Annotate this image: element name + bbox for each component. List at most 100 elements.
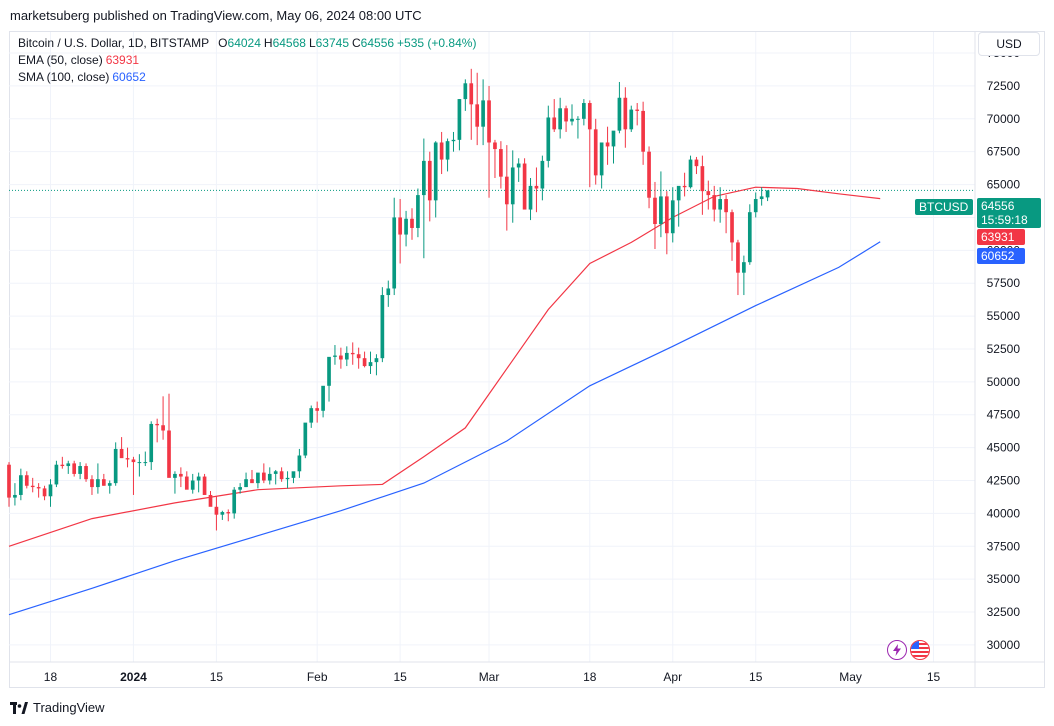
candle-body	[190, 480, 195, 490]
candle-body	[60, 464, 65, 467]
symbol-title[interactable]: Bitcoin / U.S. Dollar, 1D, BITSTAMP	[18, 36, 210, 50]
candle-body	[374, 358, 379, 363]
candle-body	[558, 108, 562, 130]
candle	[327, 356, 331, 402]
candle	[499, 141, 503, 189]
candle-body	[208, 494, 213, 507]
price-tick-label: 35000	[987, 572, 1021, 586]
candles	[7, 68, 770, 531]
candle	[131, 456, 136, 495]
us-flag-icon[interactable]	[910, 640, 930, 660]
candle	[392, 197, 397, 296]
candle	[119, 437, 124, 459]
candle-body	[694, 159, 699, 167]
chart-frame[interactable]	[9, 31, 1045, 688]
candle-body	[161, 425, 165, 431]
time-tick-label: 15	[210, 670, 224, 684]
tradingview-logo-icon[interactable]	[10, 701, 28, 714]
candle-body	[747, 212, 752, 263]
candle-body	[546, 117, 551, 161]
candle	[84, 463, 88, 482]
candle	[380, 287, 385, 363]
candle-body	[499, 149, 503, 177]
candle-body	[291, 471, 296, 478]
currency-button[interactable]: USD	[978, 32, 1040, 56]
candle-body	[510, 167, 515, 205]
candle	[350, 342, 355, 365]
time-tick-label: Mar	[479, 670, 500, 684]
candle	[540, 155, 545, 201]
candle-body	[13, 494, 17, 498]
candle-body	[475, 104, 480, 127]
candle	[510, 150, 515, 223]
price-tick-label: 42500	[987, 473, 1021, 487]
symbol-legend: Bitcoin / U.S. Dollar, 1D, BITSTAMP O6402…	[18, 36, 479, 50]
candle	[564, 105, 568, 132]
publisher-line: marketsuberg published on TradingView.co…	[10, 8, 422, 23]
price-tick-label: 67500	[987, 145, 1021, 159]
candle	[504, 145, 509, 231]
candle-body	[368, 362, 373, 367]
candle-body	[439, 142, 444, 160]
candle-body	[433, 142, 438, 201]
price-tick-label: 50000	[987, 375, 1021, 389]
candle-body	[250, 479, 254, 484]
candle	[374, 354, 379, 376]
candle	[66, 460, 71, 474]
change-value: +535 (+0.84%)	[397, 36, 477, 50]
candle-body	[629, 109, 634, 130]
candle-body	[131, 459, 136, 463]
candle	[404, 210, 408, 247]
candle-body	[54, 464, 59, 485]
ema-price-tag: 63931	[977, 229, 1025, 245]
candle	[368, 351, 373, 374]
candle-body	[676, 185, 681, 201]
candle	[72, 460, 77, 477]
candle-body	[125, 458, 130, 460]
candle-body	[386, 288, 391, 296]
price-axis: 30000 32500 35000 37500 40000 42500 45000 47500…	[987, 46, 1021, 652]
candle-body	[344, 352, 349, 360]
candle	[179, 467, 183, 488]
sma-legend[interactable]: SMA (100, close) 60652	[18, 70, 149, 84]
lightning-icon[interactable]	[887, 640, 907, 660]
candle-body	[315, 408, 320, 411]
candle-body	[261, 472, 266, 481]
ema-legend[interactable]: EMA (50, close) 63931	[18, 53, 142, 67]
close-value: 64556	[360, 36, 395, 50]
sma-line	[8, 241, 881, 616]
candle	[309, 405, 314, 428]
candle-body	[356, 354, 361, 359]
sma-legend-label: SMA (100, close)	[18, 70, 110, 84]
candle	[250, 469, 254, 484]
candle-body	[273, 471, 278, 474]
candle-body	[84, 466, 88, 480]
candle	[113, 442, 118, 486]
candle	[261, 463, 266, 484]
candle-body	[66, 463, 71, 467]
candle-body	[214, 506, 219, 515]
candle	[125, 447, 130, 468]
candle	[558, 97, 562, 139]
candle-body	[605, 142, 610, 147]
candle	[635, 103, 640, 126]
candle-body	[303, 422, 308, 456]
candle-body	[7, 464, 11, 498]
candle-body	[570, 118, 574, 122]
candle	[736, 239, 740, 296]
price-tick-label: 45000	[987, 441, 1021, 455]
candle-body	[362, 358, 367, 367]
candle	[765, 190, 770, 202]
candle-body	[641, 110, 645, 152]
candle-body	[587, 103, 592, 130]
candle-body	[582, 103, 586, 119]
time-tick-label: 18	[44, 670, 58, 684]
candle	[90, 475, 94, 495]
candle-body	[167, 430, 171, 478]
candle	[552, 99, 557, 132]
candle	[587, 100, 592, 188]
candle	[321, 385, 325, 418]
candle	[297, 448, 302, 478]
tradingview-brand[interactable]: TradingView	[33, 700, 105, 715]
